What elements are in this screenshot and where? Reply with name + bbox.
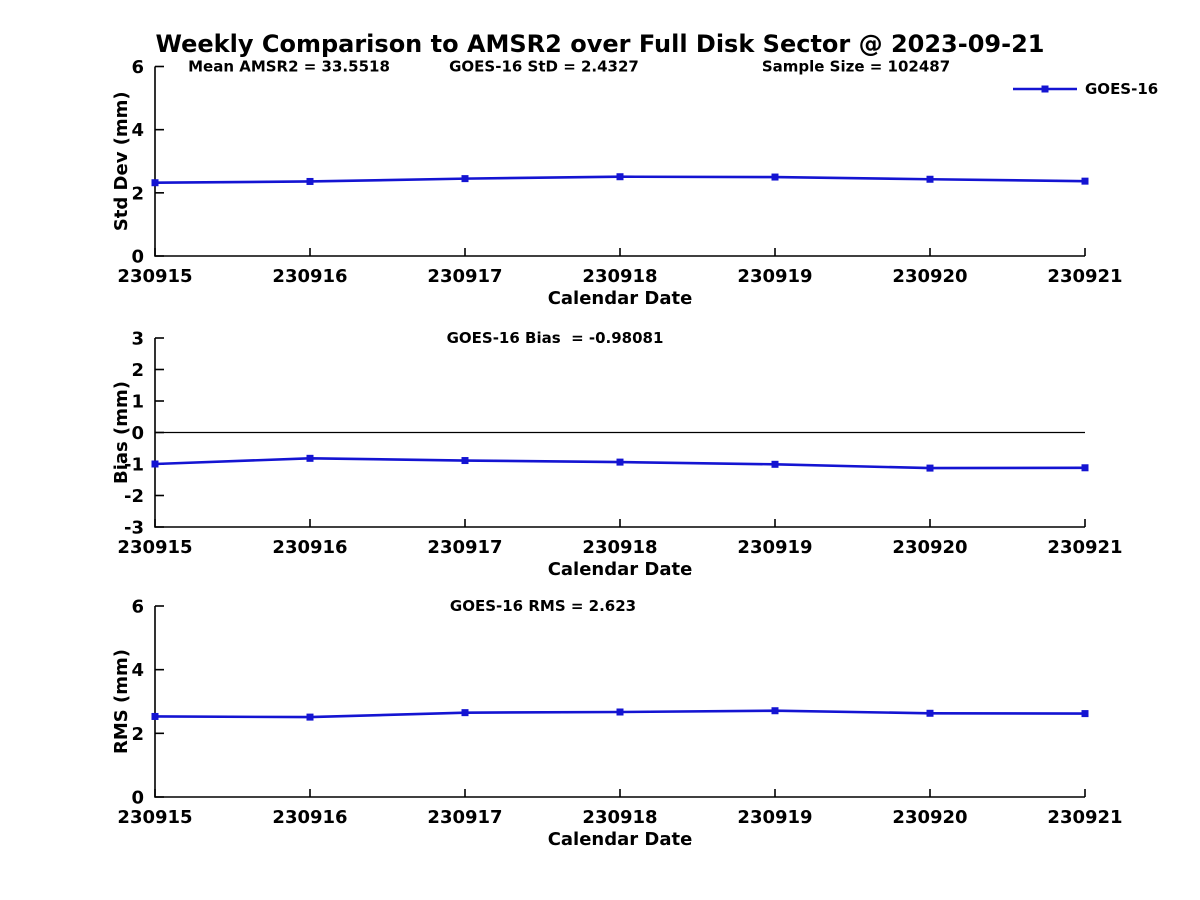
- data-point: [461, 457, 469, 465]
- figure-title: Weekly Comparison to AMSR2 over Full Dis…: [155, 30, 1045, 58]
- annotation: GOES-16 Bias = -0.98081: [447, 329, 664, 347]
- annotation: Mean AMSR2 = 33.5518: [188, 58, 390, 76]
- y-tick-label: -3: [124, 518, 144, 539]
- y-axis-title: RMS (mm): [111, 649, 132, 754]
- x-tick-label: 230915: [117, 807, 192, 828]
- x-tick-label: 230920: [892, 807, 967, 828]
- data-point: [1081, 177, 1089, 185]
- x-tick-label: 230921: [1047, 537, 1122, 558]
- y-tick-label: 2: [131, 183, 144, 204]
- y-tick-label: -1: [124, 455, 144, 476]
- y-tick-label: 4: [131, 660, 144, 681]
- x-tick-label: 230915: [117, 537, 192, 558]
- data-point: [616, 708, 624, 716]
- data-point: [1081, 710, 1089, 718]
- y-axis-title: Std Dev (mm): [111, 91, 132, 231]
- axes: [154, 606, 1085, 798]
- data-point: [306, 454, 314, 462]
- x-tick-label: 230916: [272, 266, 347, 287]
- data-point: [1081, 464, 1089, 472]
- x-tick-label: 230921: [1047, 807, 1122, 828]
- data-point: [151, 460, 159, 468]
- annotation: GOES-16 RMS = 2.623: [450, 597, 636, 615]
- x-tick-label: 230921: [1047, 266, 1122, 287]
- y-tick-label: 1: [131, 392, 144, 413]
- annotation: Sample Size = 102487: [762, 58, 950, 76]
- x-tick-label: 230915: [117, 266, 192, 287]
- data-point: [306, 713, 314, 721]
- y-tick-label: -2: [124, 486, 144, 507]
- y-tick-label: 0: [131, 788, 144, 809]
- y-tick-label: 6: [131, 57, 144, 78]
- data-point: [306, 177, 314, 185]
- x-tick-label: 230918: [582, 266, 657, 287]
- data-point: [771, 707, 779, 715]
- data-point: [461, 175, 469, 183]
- x-tick-label: 230916: [272, 537, 347, 558]
- rms-subplot: 0 2 4 6 230915 230916 230917 230918 230919 230920…: [111, 597, 1123, 851]
- data-point: [616, 458, 624, 466]
- axes: [154, 66, 1085, 257]
- data-point: [771, 460, 779, 468]
- y-tick-label: 0: [131, 247, 144, 268]
- y-tick-label: 4: [131, 120, 144, 141]
- x-tick-label: 230918: [582, 537, 657, 558]
- x-tick-label: 230917: [427, 266, 502, 287]
- x-tick-label: 230917: [427, 537, 502, 558]
- y-axis-title: Bias (mm): [111, 381, 132, 484]
- legend-line-sample: [1013, 85, 1077, 92]
- x-tick-label: 230919: [737, 266, 812, 287]
- y-tick-label: 3: [131, 329, 144, 350]
- legend: GOES-16: [1012, 78, 1158, 99]
- x-tick-label: 230917: [427, 807, 502, 828]
- x-tick-label: 230919: [737, 537, 812, 558]
- x-axis-title: Calendar Date: [548, 288, 693, 309]
- data-point: [926, 175, 934, 183]
- x-tick-label: 230916: [272, 807, 347, 828]
- y-tick-label: 2: [131, 724, 144, 745]
- data-point: [771, 173, 779, 181]
- annotation: GOES-16 StD = 2.4327: [449, 58, 639, 76]
- data-point: [151, 712, 159, 720]
- stddev-subplot: 0 2 4 6 230915 230916 230917 230918 230919 230920…: [111, 57, 1123, 309]
- x-tick-label: 230920: [892, 537, 967, 558]
- x-tick-label: 230919: [737, 807, 812, 828]
- legend-marker-square: [1041, 85, 1049, 92]
- data-point: [926, 464, 934, 472]
- y-tick-label: 0: [131, 423, 144, 444]
- y-tick-label: 6: [131, 597, 144, 618]
- x-tick-label: 230918: [582, 807, 657, 828]
- data-point: [616, 173, 624, 181]
- data-point: [926, 709, 934, 717]
- data-point: [151, 179, 159, 187]
- x-axis-title: Calendar Date: [548, 559, 693, 580]
- x-axis-title: Calendar Date: [548, 829, 693, 850]
- x-tick-label: 230920: [892, 266, 967, 287]
- legend-label: GOES-16: [1085, 79, 1159, 98]
- y-tick-label: 2: [131, 360, 144, 381]
- data-point: [461, 709, 469, 717]
